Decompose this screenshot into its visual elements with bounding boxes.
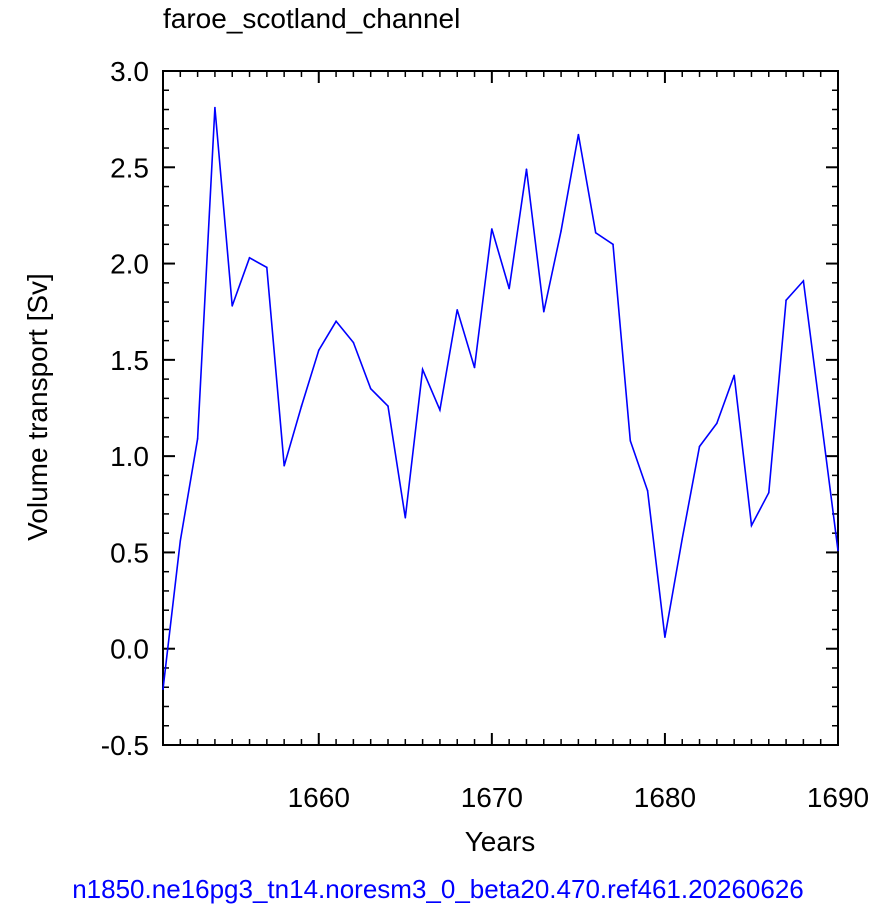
data-point — [387, 405, 389, 407]
data-point — [317, 349, 320, 352]
y-tick-label: 2.5 — [110, 152, 149, 183]
data-point — [283, 464, 285, 467]
data-point — [594, 231, 597, 234]
y-tick-label: 3.0 — [110, 56, 149, 87]
x-tick-label: 1660 — [288, 782, 350, 813]
series-layer — [162, 106, 839, 690]
data-point — [214, 106, 216, 109]
plot-frame — [162, 70, 839, 746]
data-point — [491, 228, 493, 230]
y-tick-label: 0.0 — [110, 634, 149, 665]
footer-run-id: n1850.ne16pg3_tn14.noresm3_0_beta20.470.… — [72, 874, 804, 904]
data-point — [646, 490, 649, 492]
minor-ticks — [162, 71, 838, 745]
data-point — [542, 310, 545, 313]
data-point — [767, 491, 770, 494]
data-point — [716, 422, 718, 425]
data-point — [456, 308, 459, 311]
plot-area — [162, 70, 839, 746]
data-point — [404, 516, 407, 519]
y-tick-labels: -0.5 0.0 0.5 1.0 1.5 2.0 2.5 3.0 — [101, 56, 149, 761]
data-point — [335, 320, 337, 323]
series-line — [162, 107, 839, 690]
x-axis-label: Years — [465, 826, 536, 857]
y-tick-label: 1.0 — [110, 441, 149, 472]
data-point — [525, 168, 528, 171]
data-point — [612, 243, 614, 246]
y-tick-label: 2.0 — [110, 249, 149, 280]
data-point — [785, 299, 787, 301]
data-point — [837, 549, 839, 552]
data-point — [179, 540, 182, 542]
data-point — [300, 405, 303, 407]
data-point — [162, 688, 164, 690]
data-point — [508, 287, 510, 290]
data-point — [266, 266, 268, 269]
data-point — [750, 524, 753, 527]
data-point — [248, 256, 251, 259]
data-point — [473, 366, 476, 369]
data-point — [802, 280, 805, 282]
x-tick-label: 1690 — [807, 782, 869, 813]
x-tick-labels: 1660 1670 1680 1690 — [288, 782, 870, 813]
y-tick-label: 0.5 — [110, 537, 149, 568]
data-point — [369, 387, 372, 390]
data-point — [733, 374, 735, 377]
x-tick-label: 1670 — [461, 782, 523, 813]
data-point — [629, 439, 632, 442]
data-point — [819, 414, 822, 417]
data-point — [698, 445, 701, 448]
data-point — [560, 230, 562, 232]
data-point — [439, 409, 441, 411]
data-point — [577, 133, 580, 136]
data-point — [352, 341, 355, 344]
y-tick-label: 1.5 — [110, 345, 149, 376]
data-point — [681, 538, 684, 540]
data-point — [664, 636, 666, 638]
y-tick-label: -0.5 — [101, 730, 149, 761]
major-ticks — [163, 70, 839, 746]
x-tick-label: 1680 — [634, 782, 696, 813]
y-axis-label: Volume transport [Sv] — [22, 273, 53, 541]
chart-title: faroe_scotland_channel — [163, 3, 460, 34]
data-point — [421, 368, 424, 371]
data-point — [196, 438, 199, 440]
data-point — [231, 305, 234, 307]
